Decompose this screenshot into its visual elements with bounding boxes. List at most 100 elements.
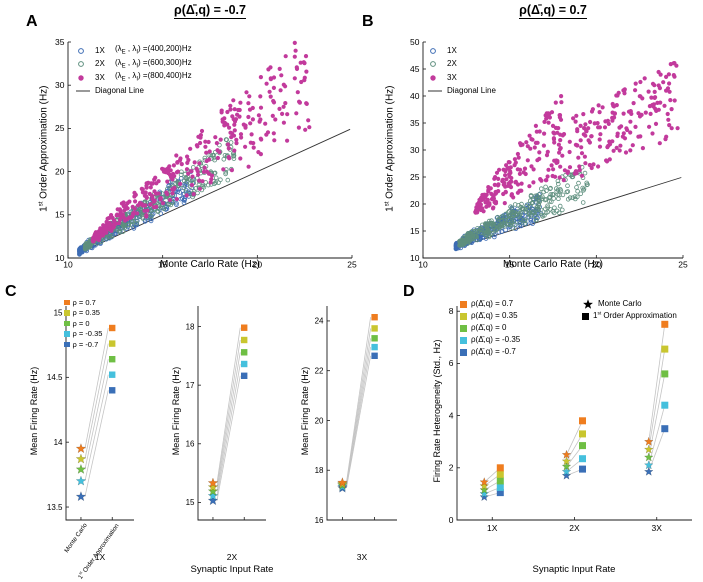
axes: 10 15 20 25 30 35 10 15 20 25 [55,37,357,270]
data-point [491,193,496,198]
data-point [227,156,232,161]
data-point [553,174,558,179]
data-point [227,125,232,130]
data-point [542,119,547,124]
first-order-square [109,356,116,363]
data-point [168,168,173,173]
filled-circle-marker [430,75,436,81]
axes: 16 18 20 22 24 [315,306,397,525]
data-point [633,124,638,129]
data-point [464,233,469,238]
data-point [133,199,138,204]
data-point [474,234,479,240]
data-point [537,150,542,155]
x-tick-label: 3X [652,523,663,533]
x-tick-label: 25 [347,260,357,270]
data-point [597,137,602,142]
data-point [165,179,170,184]
first-order-square [661,370,669,378]
data-point [486,202,491,207]
data-point [555,187,561,193]
legend-detail: (λE , λI) =(600,300)Hz [115,57,192,70]
data-point [202,155,208,161]
first-order-square [579,417,586,425]
data-point [553,125,558,130]
square-marker [64,310,70,316]
panel-c3-plot: 16 18 20 22 24 [315,306,397,525]
data-point [512,157,517,162]
legend-rate-label: 3X [447,72,457,82]
panel-c-xlabel: Synaptic Input Rate [190,564,274,575]
data-point [576,155,581,160]
data-point [148,202,153,207]
data-point [161,206,167,212]
data-point [271,85,276,90]
data-point [181,200,187,206]
data-point [201,184,207,190]
data-point [509,192,514,197]
data-point [304,69,309,74]
data-point [496,189,501,194]
data-point [481,197,486,202]
data-point [246,164,251,169]
data-point [152,177,157,182]
y-tick-label: 14.5 [47,373,63,382]
data-point [211,152,217,158]
y-tick-label: 50 [410,37,420,47]
data-point [597,144,603,149]
data-point [663,137,668,142]
data-point [543,184,548,190]
x-tick-label: 25 [678,260,688,270]
data-point [154,181,159,186]
panel-a-xlabel: Monte Carlo Rate (Hz) [159,259,261,270]
axes: 0 2 4 6 8 1X 2X 3X [449,306,692,533]
connector-line [566,420,583,455]
data-point [215,155,220,161]
legend-rate-label: 2X [447,59,457,69]
data-point [513,179,518,184]
data-point [225,109,230,115]
data-point [258,75,263,80]
y-tick-label: 25 [55,123,65,133]
data-point [166,202,172,207]
data-point [186,171,191,176]
data-point [511,209,517,215]
data-point [175,169,181,174]
data-point [150,197,155,202]
data-point [222,120,228,126]
legend-label: 1st Order Approximation [593,311,677,320]
data-point [199,128,205,134]
data-point [509,206,514,211]
data-point [571,116,576,121]
connector-line [84,343,109,460]
connector-line [346,355,371,489]
first-order-square [579,442,586,450]
data-point [474,205,479,210]
y-tick-label: 15 [186,498,195,507]
data-point [248,121,253,126]
data-point [584,128,589,133]
data-point [293,48,298,53]
data-point [96,232,101,237]
square-marker [460,336,467,344]
data-point [178,181,183,186]
data-point [217,149,222,155]
data-point [668,98,673,103]
data-point [491,205,496,210]
data-point [589,109,595,114]
panel-c1-ylabel: Mean Firing Rate (Hz) [29,366,39,456]
data-point [498,215,503,221]
ylabel-text: Order Approximation (Hz) [38,85,50,202]
data-point [170,191,175,196]
data-point [495,183,501,188]
data-point [283,54,288,59]
diagonal-line-marker [76,90,90,92]
data-point [607,142,613,147]
data-point [115,227,120,233]
y-tick-label: 45 [410,64,420,74]
data-point [144,194,149,199]
y-tick-label: 10 [55,253,65,263]
data-point [537,199,543,204]
connector-line [566,433,583,462]
